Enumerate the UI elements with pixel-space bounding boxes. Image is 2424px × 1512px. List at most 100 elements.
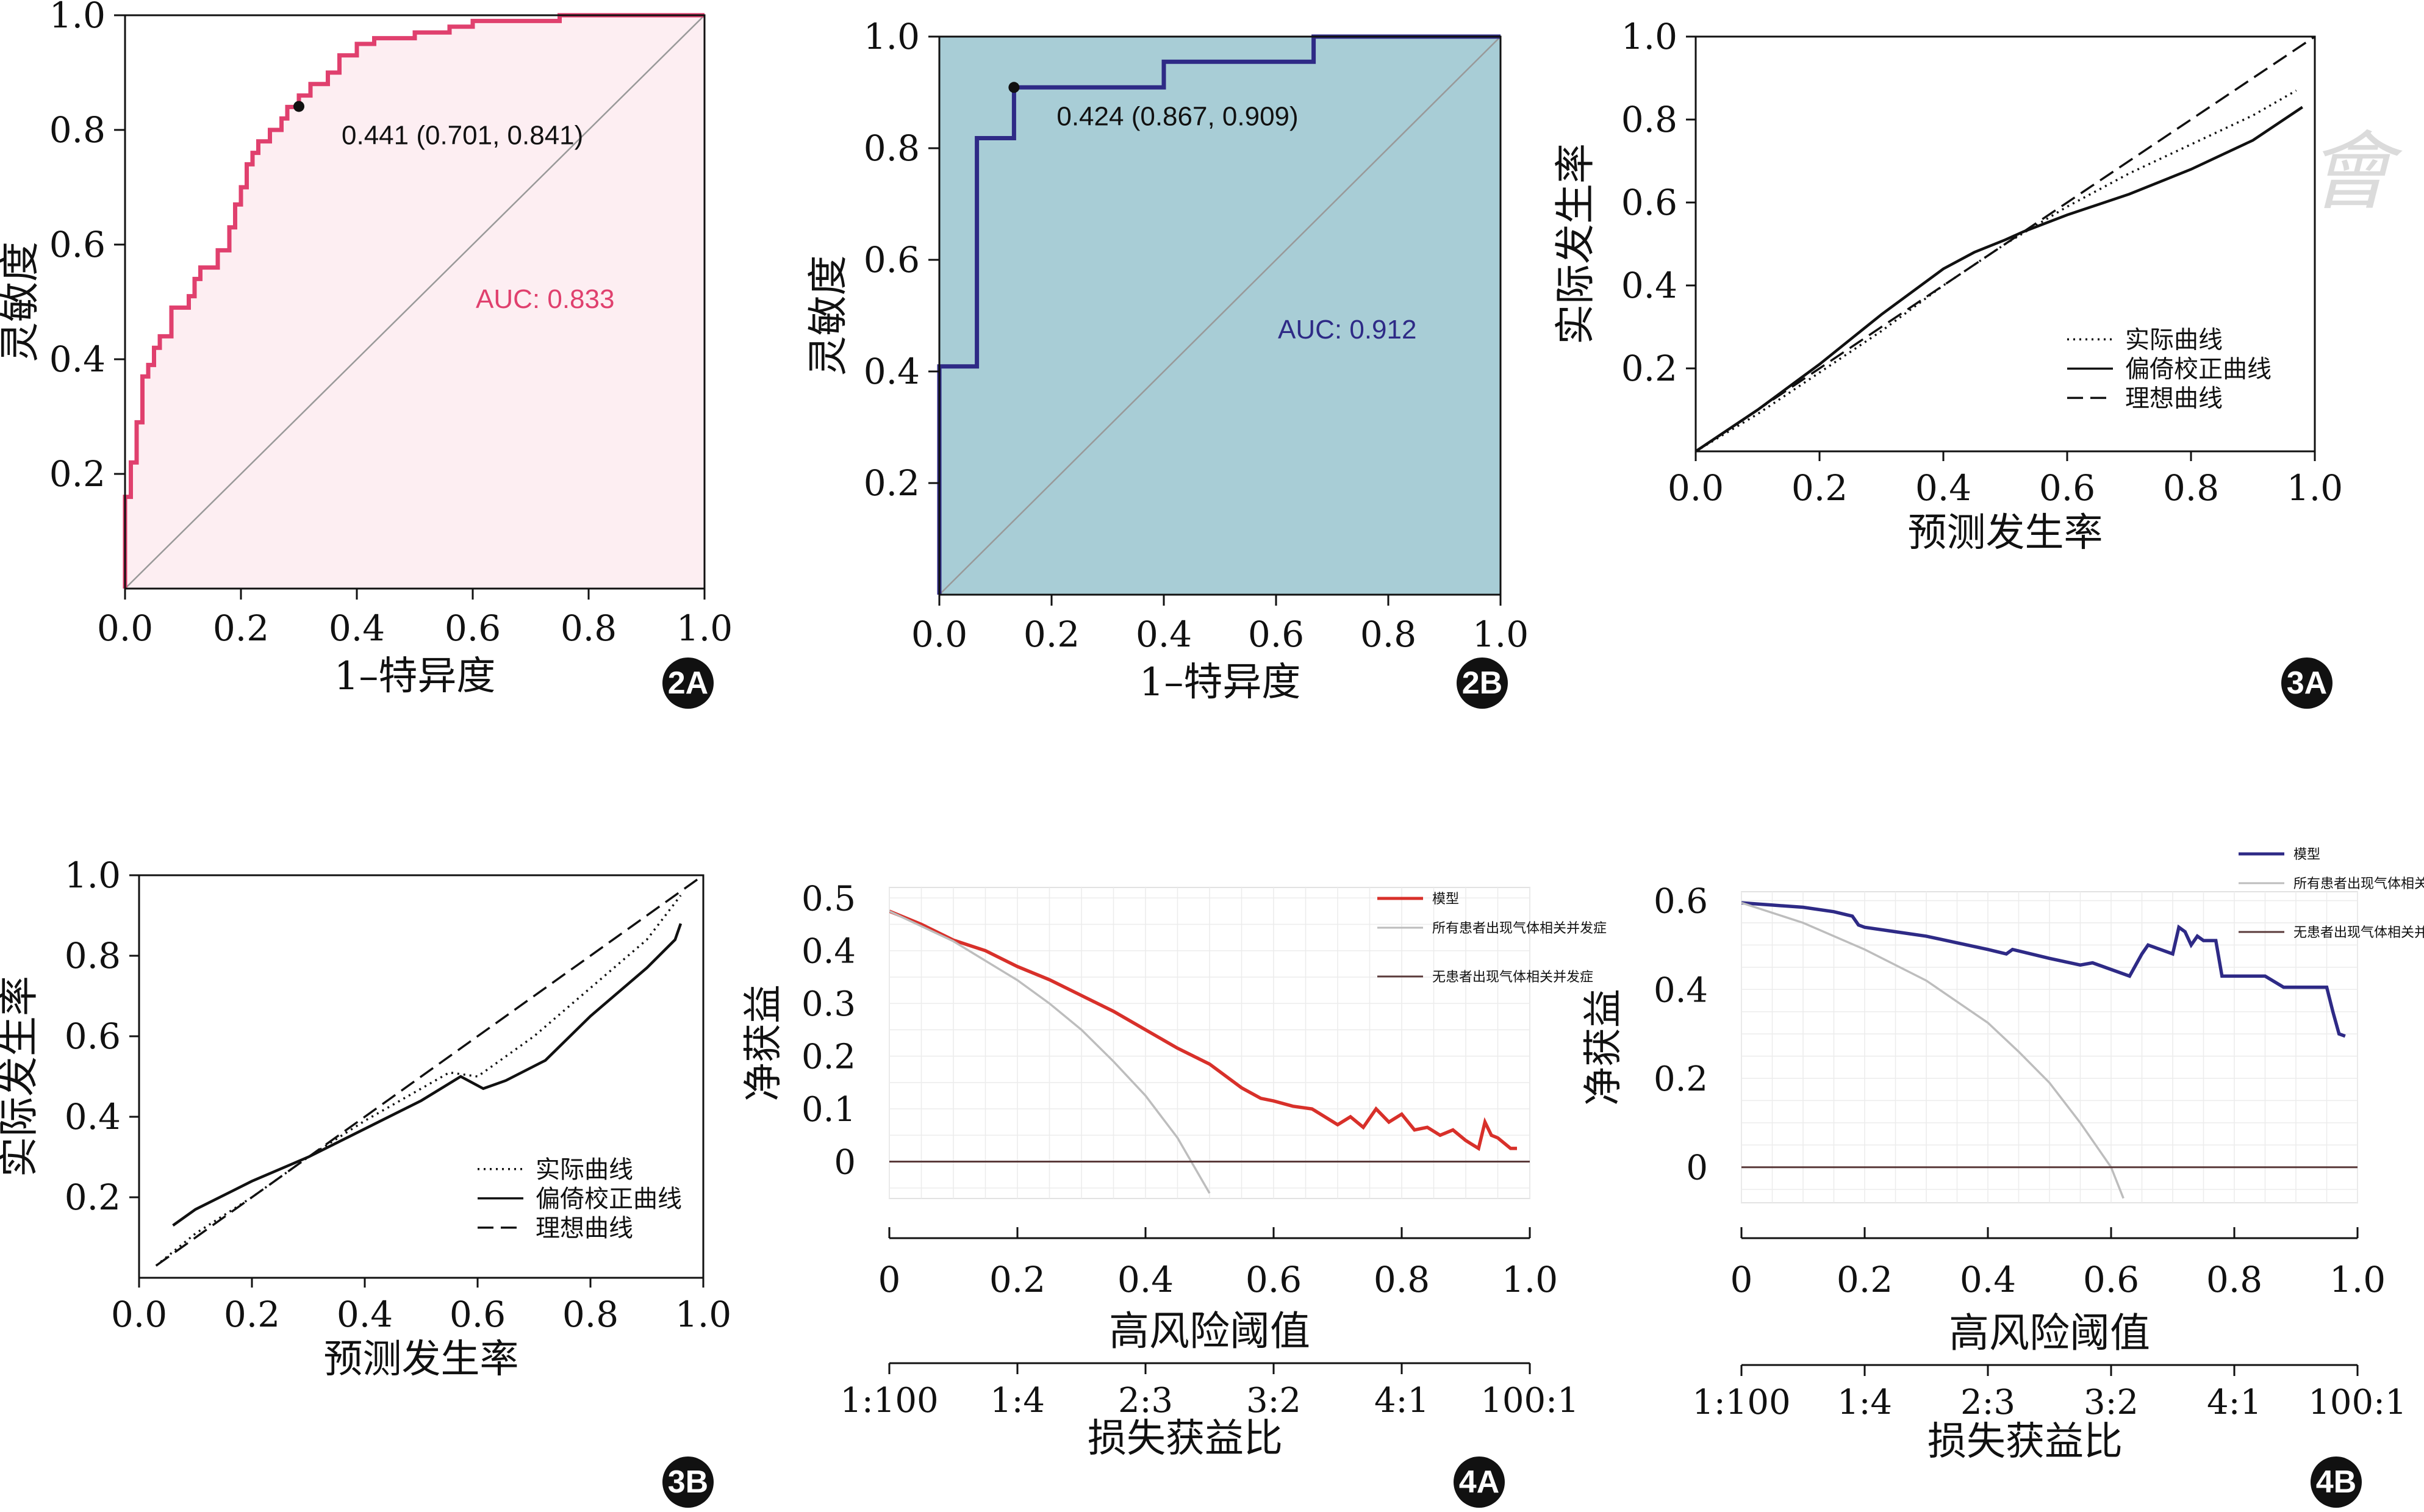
x-tick-label: 1.0 — [676, 607, 733, 649]
ratio-tick-label: 2:3 — [1960, 1383, 2015, 1422]
panel-badge-label: 3B — [668, 1464, 708, 1500]
reference-diagonal — [124, 15, 705, 589]
x-tick-label: 1.0 — [675, 1294, 731, 1335]
legend-label: 模型 — [2293, 847, 2320, 862]
cutoff-label: 0.441 (0.701, 0.841) — [342, 120, 583, 150]
auc-label: AUC: 0.833 — [476, 284, 614, 314]
y-tick-label: 0.2 — [65, 1177, 121, 1218]
y-tick-label: 0.1 — [801, 1090, 856, 1130]
x-tick-label: 0.0 — [1668, 467, 1724, 509]
x-tick-label: 0.0 — [911, 614, 967, 655]
panel-badge — [2311, 1456, 2362, 1508]
roc-panel-2A: 0.0 0.2 0.4 0.6 0.8 1.0 0.2 0.4 0.6 0.8 1.0 1–特异度 灵敏… — [0, 0, 733, 709]
x-tick-label: 1.0 — [1472, 614, 1529, 655]
y-tick-label: 0.2 — [864, 462, 920, 504]
x-tick-label: 0.8 — [2163, 467, 2219, 509]
legend-label: 无患者出现气体相关并发症 — [2293, 925, 2424, 941]
y-tick-label: 0.4 — [65, 1096, 121, 1138]
dca-panel-4B: 0 0.2 0.4 0.6 净获益 0 0.2 0.4 0.6 0.8 1.0 高风险阈值 1:100 1… — [1581, 847, 2424, 1508]
x-tick-label: 0.4 — [1915, 467, 1971, 509]
ratio-tick-label: 1:100 — [1692, 1383, 1790, 1422]
x-tick-label: 0.2 — [224, 1294, 280, 1335]
x-tick-label: 0.4 — [329, 607, 385, 649]
y-tick-label: 0.8 — [65, 935, 121, 976]
legend-label: 理想曲线 — [2125, 384, 2223, 412]
roc-curve — [123, 13, 705, 589]
legend-label: 无患者出现气体相关并发症 — [1432, 970, 1593, 985]
y-tick-label: 0 — [1686, 1148, 1708, 1188]
y-tick-label: 1.0 — [1621, 16, 1677, 57]
x-tick-label: 0.6 — [2039, 467, 2095, 509]
x-tick-label: 0.0 — [97, 607, 153, 649]
legend-label: 实际曲线 — [536, 1156, 633, 1184]
x-tick-label: 0.2 — [989, 1259, 1045, 1300]
y-tick-label: 0.3 — [801, 984, 856, 1024]
x-tick-label: 0.6 — [445, 607, 501, 649]
x-axis-label: 预测发生率 — [324, 1337, 519, 1382]
ratio-tick-label: 100:1 — [1480, 1381, 1579, 1421]
ratio-tick-label: 3:2 — [2084, 1383, 2139, 1422]
x-axis-label: 高风险阈值 — [1109, 1308, 1310, 1355]
legend-label: 所有患者出现气体相关并发症 — [1432, 921, 1607, 936]
y-tick-label: 1.0 — [864, 16, 920, 57]
panel-badge-label: 3A — [2287, 665, 2327, 701]
dca-line-all — [889, 910, 1211, 1194]
calibration-line — [172, 923, 683, 1227]
x-axis-label: 预测发生率 — [1908, 511, 2103, 556]
y-tick-label: 0 — [834, 1142, 856, 1182]
dca-line-model — [889, 909, 1517, 1152]
x-axis-label: 1–特异度 — [334, 654, 496, 699]
panel-badge — [1457, 657, 1508, 709]
ratio-tick-label: 1:4 — [1837, 1383, 1892, 1422]
x-tick-label: 0.8 — [1374, 1259, 1430, 1300]
plot-frame — [938, 35, 1502, 596]
calibration-line — [1694, 106, 2303, 453]
ratio-tick-label: 4:1 — [2207, 1383, 2262, 1422]
panel-badge-label: 2A — [668, 665, 708, 701]
y-axis-label: 实际发生率 — [0, 976, 42, 1177]
y-tick-label: 0.2 — [801, 1037, 856, 1077]
x-tick-label: 0.2 — [1024, 614, 1080, 655]
y-axis-label: 灵敏度 — [805, 256, 852, 376]
panel-badge-label: 2B — [1462, 665, 1502, 701]
x-tick-label: 0.8 — [562, 1294, 619, 1335]
y-tick-label: 0.5 — [801, 879, 856, 919]
panel-badge — [1454, 1456, 1505, 1508]
calibration-panel-3B: 0.0 0.2 0.4 0.6 0.8 1.0 0.2 0.4 0.6 0.8 1.0 预测发生率 实际… — [0, 855, 731, 1508]
y-tick-label: 0.4 — [49, 339, 106, 380]
ratio-tick-label: 4:1 — [1374, 1381, 1429, 1421]
y-tick-label: 0.6 — [65, 1016, 121, 1057]
legend-label: 偏倚校正曲线 — [2125, 355, 2272, 383]
calibration-panel-3A: 0.0 0.2 0.4 0.6 0.8 1.0 0.2 0.4 0.6 0.8 1.0 预测发生率 实际… — [1552, 16, 2343, 709]
x-tick-label: 0.0 — [111, 1294, 167, 1335]
x-tick-label: 0.4 — [337, 1294, 393, 1335]
y-tick-label: 0.2 — [1654, 1059, 1708, 1099]
calibration-line — [155, 874, 705, 1267]
x-tick-label: 0 — [878, 1259, 901, 1300]
x-tick-label: 0.6 — [2083, 1259, 2139, 1300]
y-tick-label: 0.8 — [49, 109, 106, 151]
dca-line-all — [1741, 901, 2125, 1199]
x-tick-label: 0.8 — [2206, 1259, 2262, 1300]
panel-badge-label: 4A — [1459, 1464, 1499, 1500]
ratio-tick-label: 1:100 — [840, 1381, 938, 1421]
x-tick-label: 0 — [1730, 1259, 1753, 1300]
x-tick-label: 1.0 — [2329, 1259, 2386, 1300]
ratio-axis-label: 损失获益比 — [1927, 1419, 2123, 1464]
x-tick-label: 0.8 — [561, 607, 617, 649]
ratio-axis-label: 损失获益比 — [1088, 1416, 1283, 1461]
y-axis-label: 实际发生率 — [1552, 143, 1599, 345]
dca-panel-4A: 0 0.1 0.2 0.3 0.4 0.5 净获益 0 0.2 0.4 0.6 0.8 1.0 高风险阈值… — [741, 879, 1607, 1508]
x-tick-label: 1.0 — [2287, 467, 2343, 509]
x-tick-label: 0.4 — [1117, 1259, 1174, 1300]
x-tick-label: 0.8 — [1360, 614, 1416, 655]
calibration-line — [1695, 35, 2315, 453]
x-tick-label: 0.6 — [1248, 614, 1304, 655]
y-tick-label: 0.4 — [864, 351, 920, 392]
y-tick-label: 0.8 — [864, 127, 920, 169]
legend-label: 偏倚校正曲线 — [536, 1185, 682, 1213]
cutoff-point — [1008, 82, 1020, 93]
legend-label: 理想曲线 — [536, 1214, 633, 1242]
ratio-tick-label: 3:2 — [1246, 1381, 1301, 1421]
